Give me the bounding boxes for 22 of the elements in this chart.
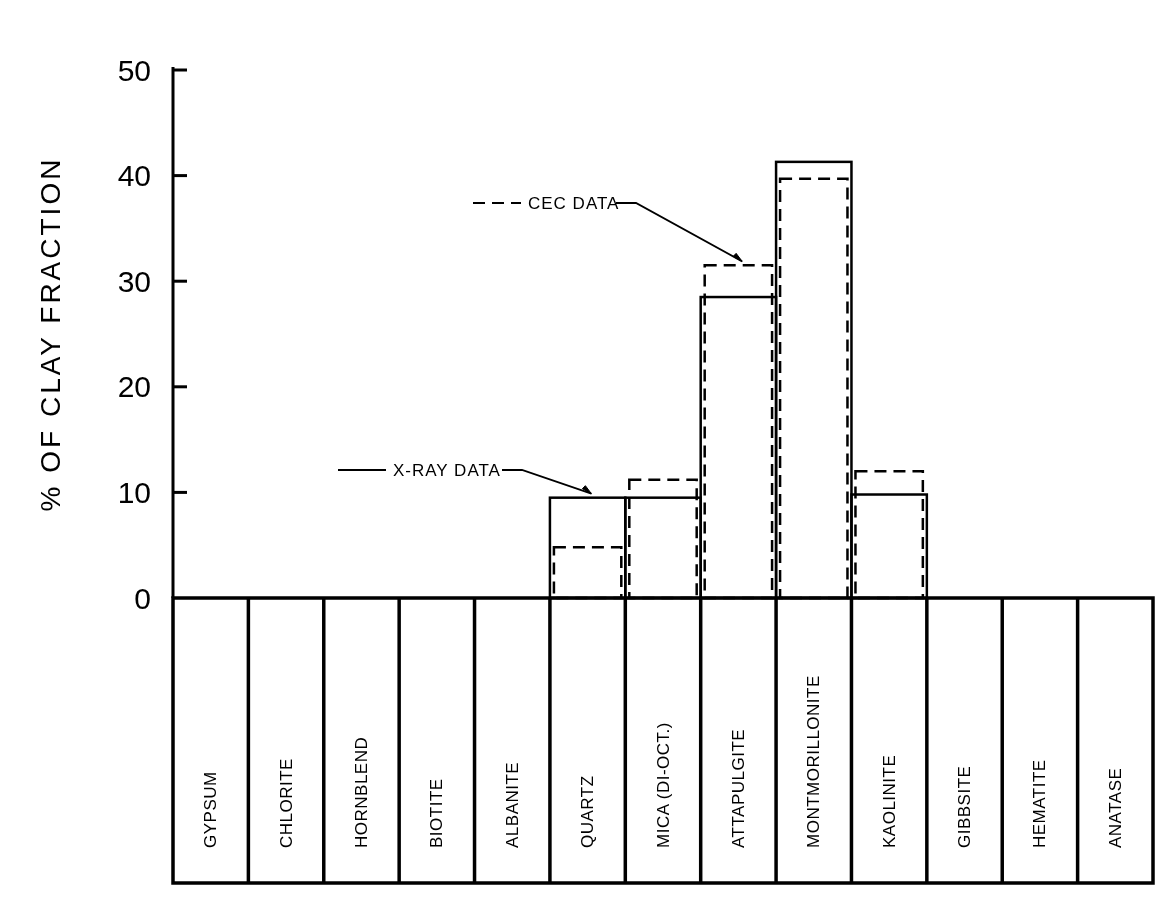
y-tick-label: 40	[117, 159, 151, 193]
x-tick-label: ALBANITE	[502, 761, 522, 848]
x-tick-label: GYPSUM	[201, 771, 221, 848]
y-tick-label: 0	[134, 581, 151, 615]
legend-label: X-RAY DATA	[393, 460, 501, 480]
y-tick-label: 10	[117, 475, 151, 509]
x-tick-label: HEMATITE	[1030, 759, 1050, 848]
x-tick-label: MONTMORILLONITE	[804, 675, 824, 848]
x-tick-label: KAOLINITE	[879, 754, 899, 848]
y-tick-label: 20	[117, 370, 151, 404]
x-tick-label: CHLORITE	[276, 758, 296, 848]
y-tick-label: 30	[117, 264, 151, 298]
x-tick-label: MICA (DI-OCT.)	[653, 722, 673, 848]
y-tick-label: 50	[117, 53, 151, 87]
legend-label: CEC DATA	[528, 193, 620, 213]
x-tick-label: HORNBLEND	[351, 736, 371, 848]
y-axis-title: % OF CLAY FRACTION	[34, 156, 66, 512]
x-tick-label: GIBBSITE	[955, 765, 975, 848]
x-tick-label: ATTAPULGITE	[728, 728, 748, 848]
x-tick-label: ANATASE	[1105, 767, 1125, 848]
x-tick-label: BIOTITE	[427, 778, 447, 848]
x-tick-label: QUARTZ	[578, 775, 598, 848]
